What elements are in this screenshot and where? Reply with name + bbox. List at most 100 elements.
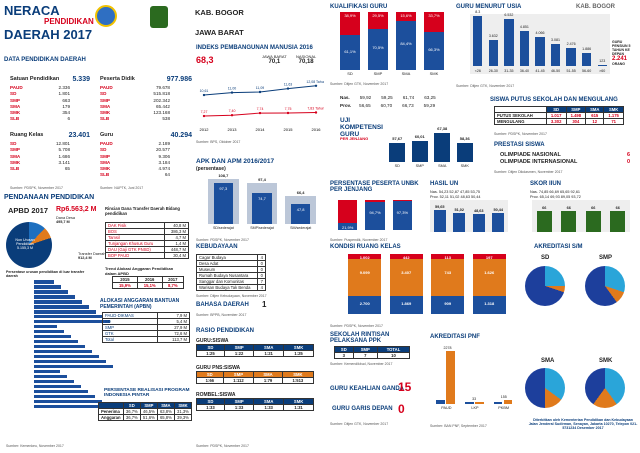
stacked-bar: 29,5% 70,5% SMP	[368, 12, 388, 76]
usia-cat: 31-35	[504, 69, 514, 73]
uji-nas-value: 59,92	[359, 95, 372, 100]
bar-label: 33,7%	[428, 13, 440, 18]
result-bar-label: 66	[566, 205, 571, 210]
akred-smp-title: SMP	[599, 255, 613, 261]
table-cell-value: 113,7 M	[156, 336, 191, 343]
result-bar	[536, 210, 552, 232]
table-cell-value: 12	[585, 118, 605, 125]
bar-label: 84,4%	[400, 40, 412, 46]
akred-sma-pie	[525, 368, 565, 408]
stat-row: SMP 9.306	[100, 154, 170, 160]
table-cell-value: 31,3%	[173, 408, 193, 415]
persen-bar	[34, 319, 110, 324]
kondisi-segment: 442	[389, 254, 423, 260]
ipm-chart: 10,61 11,00 11,09 11,63 12,08 Tahun 7,27 7,40 7…	[200, 80, 324, 132]
bar-label: 70,5%	[372, 45, 384, 51]
persen-bar	[34, 304, 89, 309]
stat-value: 79.678	[155, 85, 170, 90]
usia-bar-label: 2.476	[566, 42, 576, 47]
stat-row: SMK 4.974	[100, 166, 170, 172]
usia-note: GURU PENSIUN 5 TAHUN KE DEPAN 2.241 ORANG	[612, 40, 631, 66]
table-cell-value: 51,6%	[139, 414, 158, 421]
stat-key: SMP	[100, 153, 110, 159]
keahlian-title: GURU KEAHLIAN GANDA	[330, 386, 404, 392]
usia-bar-label: 1.886	[582, 46, 592, 51]
rasio-table: SD SMP SMA SMK 1:25 1:22 1:21 1:25	[196, 344, 314, 357]
stat-value: 5.708	[58, 147, 71, 153]
akred-smk-title: SMK	[599, 358, 613, 364]
ipm-jb: JAWA BARAT 70,1	[262, 54, 287, 65]
prestasi-title: PRESTASI SISWA	[494, 142, 545, 148]
bar-bottom-segment: 61,1%	[340, 34, 360, 70]
region-name: KAB. BOGOR	[195, 8, 244, 17]
apk-label: 66,4	[296, 190, 305, 196]
ipm-year-tick: 2016	[312, 127, 322, 132]
stat-row: SD 12.801	[10, 141, 70, 147]
table-row: Tunjangan Khusus Guru 1,4 M	[104, 240, 189, 247]
usia-bar	[535, 36, 545, 66]
table-cell-value: 65,8%	[156, 414, 175, 421]
apm-bar	[252, 192, 272, 224]
src-dp2: Sumber: NUPTK, Juni 2017	[100, 186, 144, 190]
ipm-year-tick: 2014	[256, 127, 266, 132]
kondisi-segment: 1.626	[472, 258, 506, 296]
stat-row: SMK 3.141	[10, 160, 70, 166]
kondisi-segment: 197	[472, 254, 506, 260]
usia-bar-label: 8.3	[475, 10, 481, 14]
tut-wuri-logo	[95, 5, 117, 27]
pd-title: Peserta Didik	[100, 76, 135, 82]
uji-prov-value: 60,70	[380, 103, 393, 108]
stat-row: SD 515.818	[100, 91, 170, 97]
stat-value: 3.141	[58, 159, 71, 165]
apk-label: 97,4	[258, 177, 266, 183]
table-cell-key: Total	[102, 336, 158, 343]
table-cell-value: 39,3%	[173, 414, 193, 421]
akred-sma-title: SMA	[541, 358, 555, 364]
kondisi-segment: 1.318	[472, 296, 506, 314]
rasio-group-title: GURU:SISWA	[196, 338, 229, 344]
persen-bar	[34, 339, 78, 344]
result-bar-label: 50,44	[493, 208, 503, 213]
kondisi-title: KONDISI RUANG KELAS	[330, 244, 401, 250]
table-cell-value: 1:33	[196, 404, 225, 411]
stat-key: SD	[10, 91, 17, 97]
bahasa-value: 1	[262, 300, 267, 309]
prestasi-label: OLIMPIADE NASIONAL	[500, 152, 561, 158]
stat-key: SLB	[100, 172, 110, 178]
footer: Diterbitkan oleh Kementerian Pendidikan …	[528, 418, 638, 430]
stat-key: SMK	[100, 110, 111, 116]
ipm-value: 68,3	[196, 55, 214, 65]
stat-key: SMP	[10, 147, 20, 153]
pendanaan-title: PENDANAAN PENDIDIKAN	[4, 194, 95, 201]
uji-bar-label: 58,36	[459, 135, 470, 141]
pnf-cat: PAUD	[441, 406, 452, 410]
guru: Guru 40.294 PAUD 2.189 SD 20.577 SMP 9.306 SMA 3…	[100, 132, 192, 179]
ipm-point	[258, 111, 262, 115]
persen-bar	[34, 280, 54, 284]
stat-key: SMA	[10, 103, 21, 109]
persen-bar	[34, 334, 71, 339]
apm-bar	[213, 183, 233, 224]
src-kondisi: Sumber: PDSPK, November 2017	[330, 324, 383, 328]
hasil-un-chart: 59,65 51,02 48,63 50,44	[430, 200, 508, 232]
hasil-un-title: HASIL UN	[430, 181, 459, 187]
uji-prov-value: 59,29	[423, 103, 436, 108]
rasio-table: SD SMP SMA SMK 1:33 1:33 1:33 1:31	[196, 398, 314, 411]
kondisi-label: 1.318	[484, 301, 495, 307]
result-bar-label: 59,65	[434, 204, 445, 209]
uji-prov-value: 66,73	[402, 103, 414, 108]
rk-total: 23.401	[68, 132, 90, 139]
uji-nas-row: Nas. 59,92 59,25 61,74 63,25	[340, 95, 436, 100]
src-putus: Sumber: PDSPK, November 2017	[494, 132, 547, 136]
uji-nas-value: 59,25	[381, 95, 393, 100]
uji-title: UJI KOMPETENSI GURU	[340, 117, 383, 138]
stat-row: SMP 5.708	[10, 147, 70, 153]
ipm-point-label: 7,40	[229, 109, 236, 113]
bar-label: 29,5%	[372, 13, 384, 18]
usia-title: GURU MENURUT USIA	[456, 4, 522, 10]
result-bar	[492, 213, 505, 232]
table-cell-value: 1:33	[223, 404, 255, 411]
usia-cat: 56-60	[582, 69, 592, 73]
table-cell-value: 1:31	[283, 404, 314, 411]
stat-value: 515.818	[153, 91, 170, 97]
